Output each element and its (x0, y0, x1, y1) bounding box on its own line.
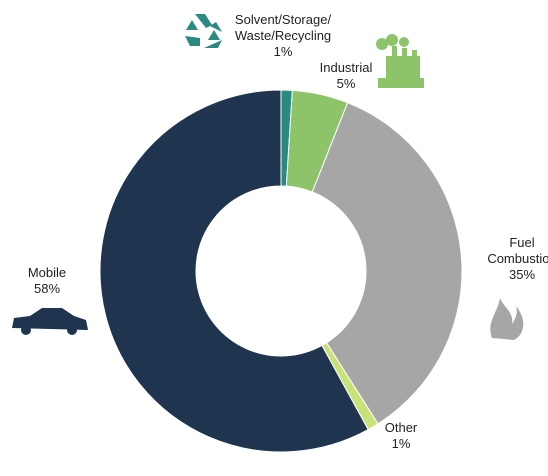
car-icon (12, 308, 88, 335)
slice-label: Fuel Combustion35% (482, 235, 548, 283)
value-label: 58% (33, 281, 61, 296)
factory-icon (376, 34, 424, 88)
slice-label: Other 1% (371, 420, 431, 452)
recycle-icon (185, 14, 222, 48)
value-label: 1% (391, 436, 411, 451)
slice-label: Industrial 5% (306, 60, 386, 92)
donut-slice (99, 89, 369, 453)
value-label: 5% (336, 76, 356, 91)
category-name: Other (384, 420, 418, 435)
donut-slice (311, 102, 463, 425)
category-name: Industrial (319, 60, 373, 75)
category-name: Mobile (27, 265, 67, 280)
flame-icon (490, 298, 524, 340)
category-name: Solvent/Storage/Waste/Recycling (234, 12, 332, 43)
value-label: 35% (508, 267, 536, 282)
slice-label: Solvent/Storage/Waste/Recycling 1% (227, 12, 339, 60)
slice-label: Mobile 58% (12, 265, 82, 297)
category-name: Fuel Combustion (487, 235, 548, 266)
value-label: 1% (273, 44, 293, 59)
